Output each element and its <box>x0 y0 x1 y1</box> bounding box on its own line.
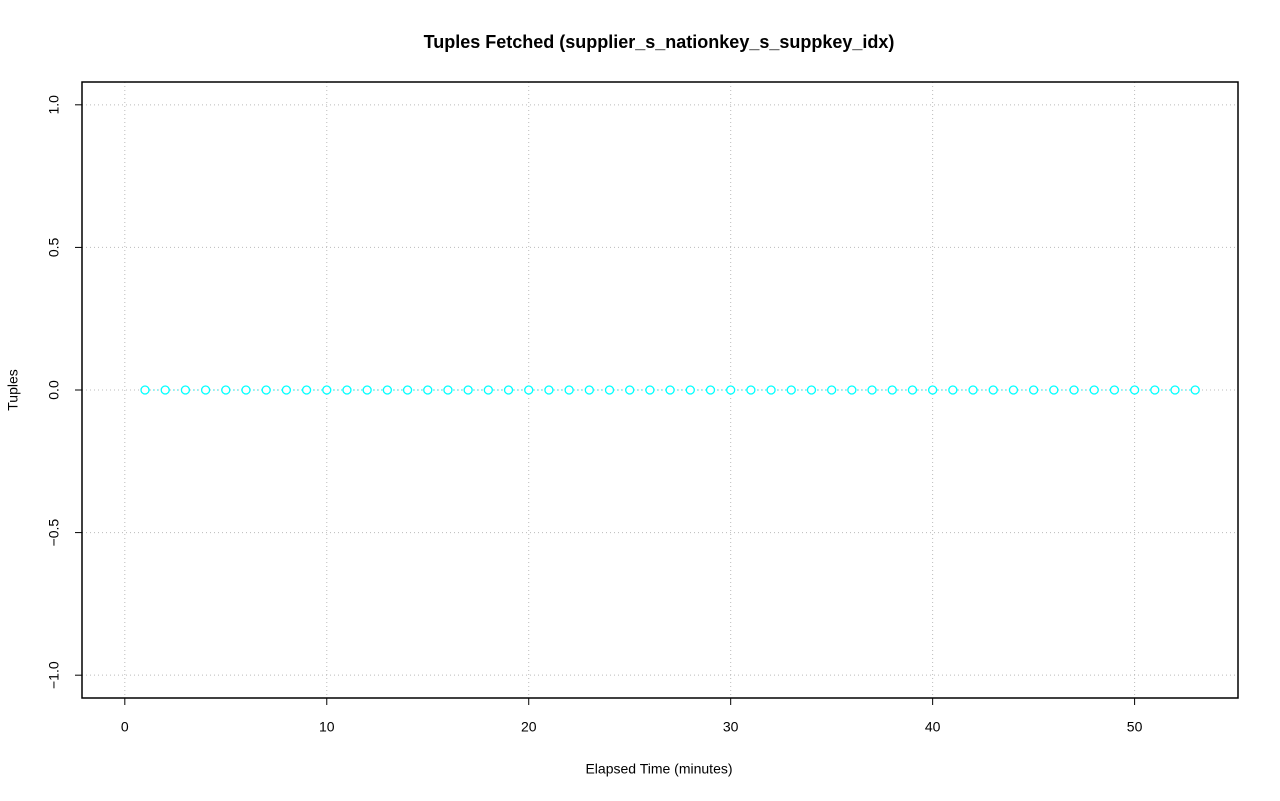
x-tick-label: 0 <box>121 719 129 735</box>
data-point <box>1109 385 1120 395</box>
data-point <box>362 385 372 395</box>
data-point <box>1089 385 1099 395</box>
plot-frame <box>81 81 1239 699</box>
data-point <box>342 385 352 395</box>
data-point <box>726 385 736 395</box>
x-tick-label: 10 <box>319 719 335 735</box>
data-point <box>160 385 170 395</box>
x-tick-label: 40 <box>925 719 941 735</box>
data-point <box>301 385 312 395</box>
data-point <box>483 385 493 395</box>
data-point <box>1069 385 1079 395</box>
data-point <box>423 385 433 395</box>
y-tick-label: −1.0 <box>46 661 62 689</box>
data-point <box>1150 385 1160 395</box>
data-point <box>806 385 817 395</box>
data-point <box>867 385 877 395</box>
data-point <box>180 385 191 395</box>
data-point <box>827 385 837 395</box>
data-point <box>261 385 271 395</box>
data-point <box>766 385 776 395</box>
data-point <box>322 385 332 395</box>
data-point <box>1049 385 1059 395</box>
data-point <box>1028 385 1039 395</box>
data-point <box>544 385 554 395</box>
data-point <box>746 385 756 395</box>
data-point <box>402 385 413 395</box>
data-point <box>948 385 958 395</box>
data-point <box>443 385 453 395</box>
data-point <box>1129 385 1140 395</box>
data-point <box>564 385 574 395</box>
data-point <box>847 385 857 395</box>
x-tick-label: 50 <box>1127 719 1143 735</box>
data-point <box>463 385 473 395</box>
data-point <box>665 385 675 395</box>
data-point <box>887 385 897 395</box>
data-point <box>1170 385 1180 395</box>
x-tick-label: 20 <box>521 719 537 735</box>
data-point <box>200 385 211 395</box>
data-point <box>927 385 938 395</box>
data-point <box>221 385 231 395</box>
data-point <box>584 385 594 395</box>
data-point <box>968 385 978 395</box>
data-point <box>625 385 635 395</box>
data-point <box>685 385 695 395</box>
data-point <box>241 385 251 395</box>
data-point <box>281 385 292 395</box>
data-point <box>988 385 998 395</box>
x-axis-label: Elapsed Time (minutes) <box>585 761 732 777</box>
data-point <box>907 385 918 395</box>
data-point <box>503 385 514 395</box>
y-tick-label: 0.0 <box>46 380 62 400</box>
data-point <box>524 385 534 395</box>
y-tick-label: 1.0 <box>46 95 62 115</box>
data-point <box>140 385 150 395</box>
data-point <box>1008 385 1019 395</box>
x-tick-label: 30 <box>723 719 739 735</box>
data-point <box>705 385 716 395</box>
chart-title: Tuples Fetched (supplier_s_nationkey_s_s… <box>424 32 895 52</box>
y-tick-label: 0.5 <box>46 237 62 257</box>
y-tick-label: −0.5 <box>46 519 62 547</box>
data-point <box>382 385 393 395</box>
data-point <box>1190 385 1200 395</box>
data-point <box>786 385 796 395</box>
data-point <box>604 385 615 395</box>
y-axis-label: Tuples <box>5 369 21 411</box>
data-point <box>645 385 655 395</box>
